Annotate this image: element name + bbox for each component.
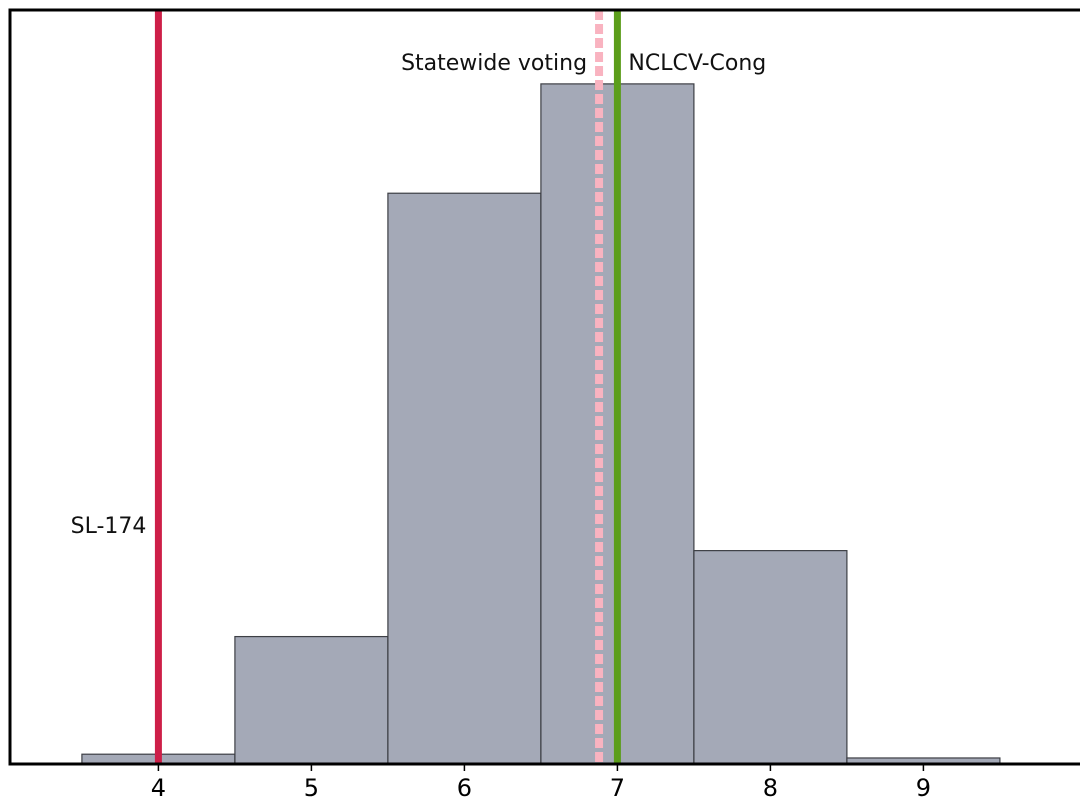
x-tick-label: 9: [916, 774, 931, 801]
marker-label-statewide-voting: Statewide voting: [401, 51, 587, 76]
x-tick-label: 5: [304, 774, 319, 801]
bars-layer: [82, 84, 1000, 764]
x-tick-label: 7: [610, 774, 625, 801]
histogram-bar: [694, 551, 847, 764]
x-axis-ticks: 4 5 6 7 8 9: [151, 764, 931, 801]
x-tick-label: 4: [151, 774, 166, 801]
histogram-bar: [235, 637, 388, 764]
x-tick-label: 6: [457, 774, 472, 801]
histogram-bar: [388, 193, 541, 764]
marker-label-nclcv-cong: NCLCV-Cong: [628, 51, 766, 76]
marker-label-sl-174: SL-174: [71, 514, 147, 539]
x-tick-label: 8: [763, 774, 778, 801]
